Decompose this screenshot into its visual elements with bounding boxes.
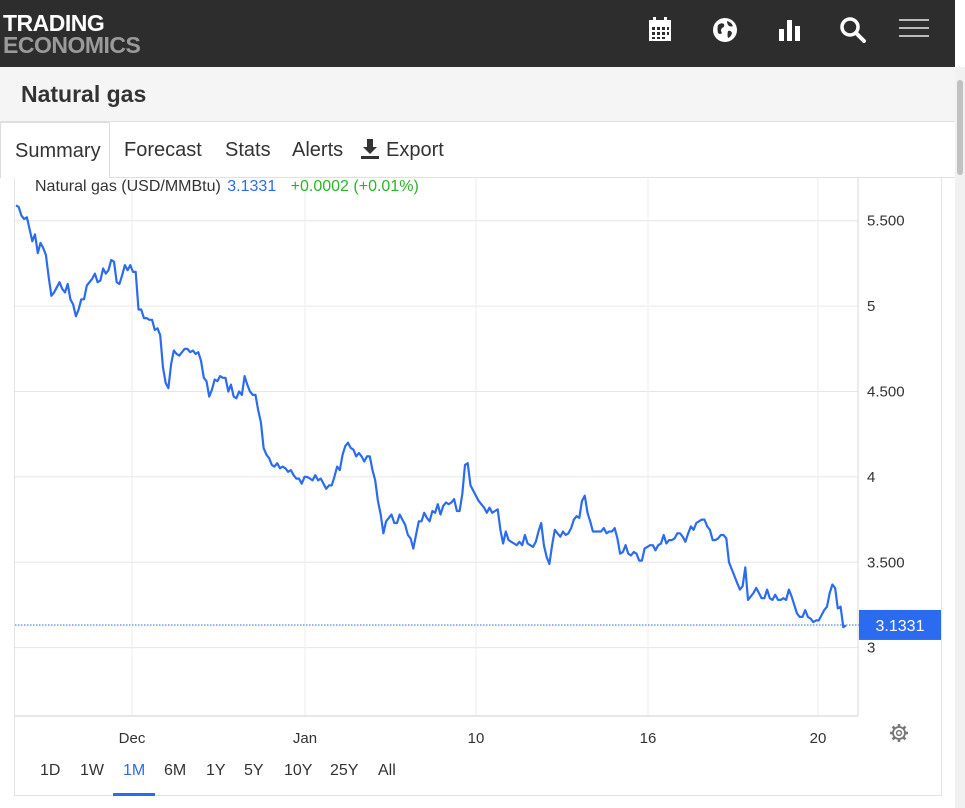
x-tick-label: 10 [468,730,485,747]
page-scrollbar[interactable] [955,67,965,808]
tab-export[interactable]: Export [386,139,444,161]
search-icon[interactable] [837,14,869,46]
brand-line1: TRADING [3,10,105,36]
tab-forecast[interactable]: Forecast [124,139,202,161]
range-1w[interactable]: 1W [80,762,104,779]
chart-legend: Natural gas (USD/MMBtu) 3.1331 +0.0002 (… [35,178,419,196]
x-tick-label: Dec [119,730,146,747]
page-scrollbar-thumb[interactable] [957,80,963,175]
y-tick-label: 3 [867,640,875,657]
range-10y[interactable]: 10Y [284,762,313,779]
last-price-tag-label: 3.1331 [876,618,925,635]
y-tick-label: 5.500 [867,213,905,230]
tab-alerts[interactable]: Alerts [292,139,344,161]
range-all[interactable]: All [378,762,396,779]
page-title: Natural gas [21,81,147,107]
y-tick-label: 5 [867,298,875,315]
title-bar: Natural gas [0,67,955,122]
legend-change: +0.0002 (+0.01%) [290,178,419,195]
brand-logo[interactable]: TRADING ECONOMICS [3,10,141,58]
hamburger-menu-icon[interactable] [897,14,931,46]
globe-icon[interactable] [709,14,741,46]
x-tick-label: Jan [293,730,317,747]
range-1m[interactable]: 1M [123,762,146,779]
series-line [15,204,847,629]
range-6m[interactable]: 6M [164,762,187,779]
x-tick-label: 16 [640,730,657,747]
range-1y[interactable]: 1Y [206,762,226,779]
y-tick-label: 4.500 [867,383,905,400]
legend-last-value: 3.1331 [227,178,277,195]
last-price-tag [859,609,941,640]
chart-settings-gear-icon[interactable] [889,723,909,743]
top-navbar: TRADING ECONOMICS [0,0,955,67]
calendar-icon[interactable] [644,14,676,46]
range-5y[interactable]: 5Y [244,762,264,779]
tab-stats[interactable]: Stats [225,139,271,161]
brand-line2: ECONOMICS [3,32,141,58]
tab-bar: Summary Forecast Stats Alerts Export [0,122,955,178]
range-active-underline [113,793,155,796]
download-icon[interactable] [360,138,380,160]
legend-series-name: Natural gas (USD/MMBtu) [35,178,221,195]
range-25y[interactable]: 25Y [330,762,359,779]
y-tick-label: 4 [867,469,875,486]
y-tick-label: 3.500 [867,554,905,571]
tab-summary[interactable]: Summary [0,122,110,178]
x-tick-label: 20 [810,730,827,747]
bar-chart-icon[interactable] [774,14,806,46]
range-1d[interactable]: 1D [40,762,61,779]
chart-panel [14,178,942,796]
